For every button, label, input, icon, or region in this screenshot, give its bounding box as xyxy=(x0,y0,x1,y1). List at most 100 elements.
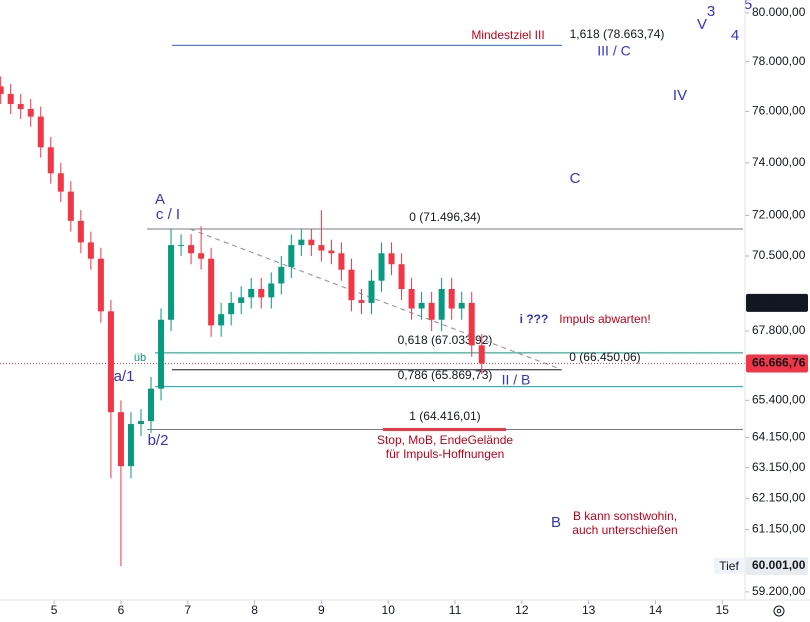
annotation: III / C xyxy=(597,43,630,59)
settings-icon-center xyxy=(776,608,782,614)
candle-body xyxy=(408,288,415,309)
annotation: Tief xyxy=(719,559,739,573)
low-tag-bg xyxy=(714,558,744,574)
level-label: 0,786 (65.869,73) xyxy=(398,368,493,382)
candle-body xyxy=(248,288,255,298)
candle-body xyxy=(107,311,114,413)
y-tick-label: 59.200,00 xyxy=(752,584,806,598)
level-label: 1 (64.416,01) xyxy=(409,409,480,423)
candle-body xyxy=(458,302,465,309)
candle-body xyxy=(358,300,365,303)
candle-body xyxy=(77,220,84,243)
candle-body xyxy=(398,264,405,289)
y-tick-label: 72.000,00 xyxy=(752,208,806,222)
price-badge xyxy=(746,293,808,312)
annotation: Mindestziel III xyxy=(471,28,544,42)
candle-body xyxy=(348,269,355,301)
candle-body xyxy=(268,283,275,298)
candle-body xyxy=(478,345,485,364)
candle-body xyxy=(308,239,315,246)
candle-body xyxy=(198,253,205,259)
candle-body xyxy=(448,288,455,309)
level-label: 1,618 (78.663,74) xyxy=(570,27,665,41)
candle-body xyxy=(27,109,34,117)
x-tick-label: 14 xyxy=(649,603,663,617)
price-badge-label: 66.666,76 xyxy=(752,356,806,370)
candle-body xyxy=(418,302,425,309)
annotation: a/1 xyxy=(114,368,135,385)
annotation: 4 xyxy=(731,27,739,44)
y-tick-label: 78.000,00 xyxy=(752,54,806,68)
candle-body xyxy=(37,116,44,148)
candle-body xyxy=(208,258,215,326)
price-badge-label: 60.001,00 xyxy=(752,558,806,572)
candle-body xyxy=(328,250,335,254)
annotation: V xyxy=(697,16,707,33)
x-tick-label: 11 xyxy=(449,603,462,617)
candle-body xyxy=(228,302,235,315)
y-tick-label: 61.150,00 xyxy=(752,522,806,536)
candle-body xyxy=(148,388,155,422)
candle-body xyxy=(168,245,175,320)
annotation: 3 xyxy=(707,3,715,20)
x-tick-label: 5 xyxy=(51,603,58,617)
candle-body xyxy=(278,266,285,284)
annotation: für Impuls-Hoffnungen xyxy=(386,447,505,461)
level-label: 0 (71.496,34) xyxy=(409,210,480,224)
annotation: C xyxy=(570,170,581,187)
candle-body xyxy=(338,253,345,270)
price-badge-label: 68.803,65 xyxy=(752,295,806,309)
x-tick-label: 9 xyxy=(318,603,325,617)
candle-body xyxy=(298,239,305,246)
candle-body xyxy=(368,280,375,303)
y-tick-label: 74.000,00 xyxy=(752,155,806,169)
candle-body xyxy=(127,424,134,467)
level-label: 0,618 (67.033,92) xyxy=(398,333,493,347)
annotation: Impuls abwarten! xyxy=(559,312,650,326)
annotation: 5 xyxy=(744,0,752,13)
annotation: A xyxy=(155,191,165,208)
x-tick-label: 10 xyxy=(382,603,396,617)
annotation: B kann sonstwohin, xyxy=(573,509,677,523)
x-tick-label: 8 xyxy=(251,603,258,617)
x-tick-label: 7 xyxy=(184,603,191,617)
candle-body xyxy=(0,86,4,94)
y-tick-label: 70.500,00 xyxy=(752,248,806,262)
candle-body xyxy=(158,319,165,389)
level-label: 0 (66.450,06) xyxy=(569,350,640,364)
candle-body xyxy=(238,297,245,303)
annotation: auch unterschießen xyxy=(572,523,677,537)
annotation: c / I xyxy=(156,206,180,223)
annotation: b/2 xyxy=(148,432,169,449)
annotation: IV xyxy=(673,87,687,104)
x-tick-label: 13 xyxy=(582,603,596,617)
candle-body xyxy=(188,245,195,254)
annotation: i ??? xyxy=(520,312,549,326)
plot: 80.000,00 78.000,00 76.000,00 74.000,00 72.0… xyxy=(0,5,808,617)
candle-body xyxy=(57,173,64,192)
y-tick-label: 65.400,00 xyxy=(752,393,806,407)
y-tick-label: 80.000,00 xyxy=(752,5,806,19)
candle-body xyxy=(97,258,104,312)
candle-body xyxy=(117,412,124,467)
candle-body xyxy=(218,314,225,326)
annotation: II / B xyxy=(502,372,531,388)
settings-icon[interactable] xyxy=(773,605,785,617)
candle-body xyxy=(428,302,435,320)
annotation: üb xyxy=(134,352,146,364)
x-tick-label: 6 xyxy=(118,603,125,617)
annotation: Stop, MoB, EndeGelände xyxy=(377,433,513,447)
annotations: Mindestziel III III / C A c / I a/1 b/2 … xyxy=(114,0,752,574)
candle-body xyxy=(137,421,144,425)
x-tick-label: 12 xyxy=(515,603,529,617)
candle-body xyxy=(378,253,385,281)
candle-body xyxy=(258,288,265,298)
x-tick-label: 15 xyxy=(716,603,730,617)
candle-body xyxy=(7,93,14,104)
y-tick-label: 64.150,00 xyxy=(752,430,806,444)
y-tick-label: 67.800,00 xyxy=(752,323,806,337)
trend-line xyxy=(189,228,563,371)
candle-body xyxy=(468,302,475,346)
y-tick-label: 63.150,00 xyxy=(752,460,806,474)
candle-body xyxy=(318,245,325,251)
